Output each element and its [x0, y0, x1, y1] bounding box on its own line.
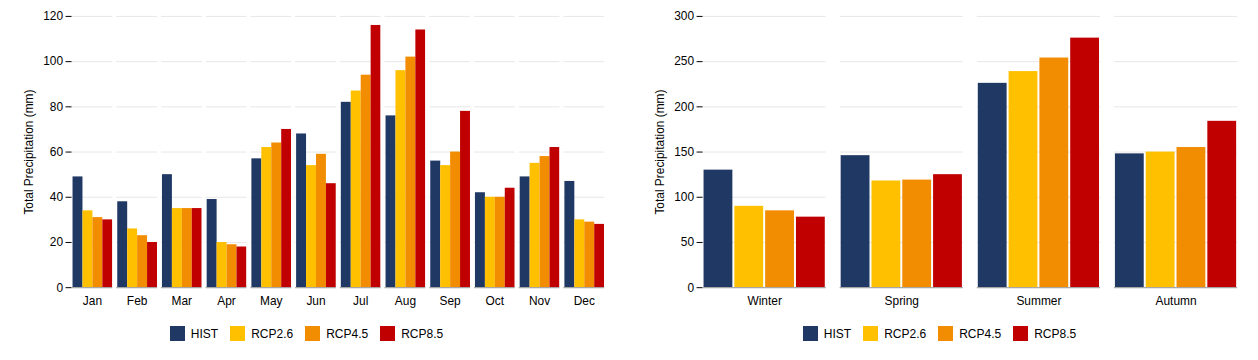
html-text:RCP4.5: RCP4.5: [959, 326, 1002, 341]
svg-text:40: 40: [50, 190, 64, 204]
svg-text:Autumn: Autumn: [1156, 294, 1197, 308]
html-text:RCP4.5: RCP4.5: [326, 326, 369, 341]
svg-text:Spring: Spring: [885, 294, 919, 308]
svg-text:Sep: Sep: [440, 294, 462, 308]
svg-text:Total Precipitation (mm): Total Precipitation (mm): [22, 90, 36, 215]
svg-text:Oct: Oct: [486, 294, 505, 308]
svg-text:Jan: Jan: [83, 294, 102, 308]
svg-text:Jul: Jul: [353, 294, 368, 308]
svg-text:0: 0: [687, 281, 694, 295]
svg-text:0: 0: [56, 281, 63, 295]
svg-text:100: 100: [674, 190, 694, 204]
svg-text:Apr: Apr: [217, 294, 236, 308]
svg-text:60: 60: [50, 145, 64, 159]
svg-text:Aug: Aug: [395, 294, 416, 308]
svg-text:Mar: Mar: [172, 294, 193, 308]
svg-text:120: 120: [43, 9, 63, 23]
svg-text:Summer: Summer: [1016, 294, 1061, 308]
svg-text:Jun: Jun: [306, 294, 325, 308]
svg-text:Total Precipitation (mm): Total Precipitation (mm): [653, 90, 667, 215]
html-text:RCP8.5: RCP8.5: [1034, 326, 1077, 341]
svg-text:20: 20: [50, 235, 64, 249]
svg-text:150: 150: [674, 145, 694, 159]
html-text:HIST: HIST: [823, 326, 852, 341]
svg-text:Nov: Nov: [529, 294, 550, 308]
html-text:RCP8.5: RCP8.5: [401, 326, 444, 341]
svg-text:250: 250: [674, 54, 694, 68]
svg-text:May: May: [260, 294, 283, 308]
svg-text:Winter: Winter: [747, 294, 781, 308]
svg-text:300: 300: [674, 9, 694, 23]
html-text:RCP2.6: RCP2.6: [251, 326, 294, 341]
svg-text:200: 200: [674, 100, 694, 114]
html-text:HIST: HIST: [190, 326, 219, 341]
svg-text:Dec: Dec: [574, 294, 595, 308]
svg-text:Feb: Feb: [127, 294, 148, 308]
svg-text:80: 80: [50, 100, 64, 114]
svg-text:100: 100: [43, 54, 63, 68]
svg-text:50: 50: [681, 235, 695, 249]
html-text:RCP2.6: RCP2.6: [884, 326, 927, 341]
